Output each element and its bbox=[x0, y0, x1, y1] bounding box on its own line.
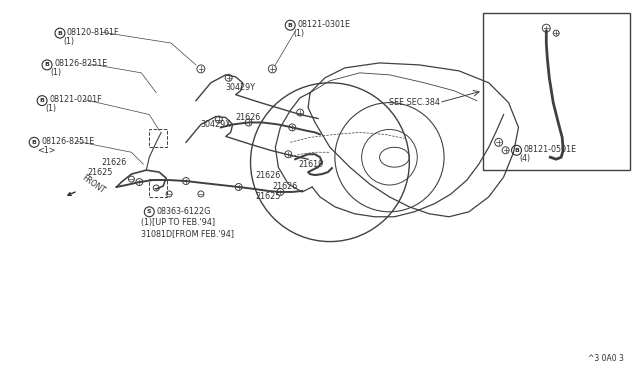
Bar bbox=[483, 13, 630, 170]
Text: 21625: 21625 bbox=[88, 168, 113, 177]
Text: 21626: 21626 bbox=[102, 158, 127, 167]
Text: B: B bbox=[32, 140, 36, 145]
Text: B: B bbox=[45, 62, 49, 67]
Bar bbox=[149, 129, 167, 147]
Bar bbox=[149, 179, 167, 197]
Text: 21626: 21626 bbox=[255, 171, 281, 180]
Text: 21625: 21625 bbox=[255, 192, 281, 201]
Text: FRONT: FRONT bbox=[68, 173, 107, 195]
Text: 30429X: 30429X bbox=[201, 120, 232, 129]
Text: S: S bbox=[147, 209, 152, 214]
Text: 30429Y: 30429Y bbox=[226, 83, 256, 92]
Text: 08363-6122G: 08363-6122G bbox=[156, 207, 211, 216]
Text: (1): (1) bbox=[45, 104, 56, 113]
Text: (1): (1) bbox=[50, 68, 61, 77]
Text: ^3 0A0 3: ^3 0A0 3 bbox=[588, 354, 624, 363]
Text: (1): (1) bbox=[293, 29, 305, 38]
Text: (4): (4) bbox=[520, 154, 531, 163]
Text: 21619: 21619 bbox=[298, 160, 323, 169]
Text: B: B bbox=[58, 31, 62, 36]
Text: (1): (1) bbox=[63, 36, 74, 46]
Text: B: B bbox=[288, 23, 292, 28]
Text: 08121-0201F: 08121-0201F bbox=[49, 95, 102, 104]
Text: 21626: 21626 bbox=[273, 183, 298, 192]
Text: <1>: <1> bbox=[37, 146, 56, 155]
Text: 08121-0501E: 08121-0501E bbox=[524, 145, 577, 154]
Text: 08120-8161F: 08120-8161F bbox=[67, 28, 120, 37]
Text: SEE SEC.384: SEE SEC.384 bbox=[390, 98, 440, 107]
Text: 08121-0301E: 08121-0301E bbox=[297, 20, 350, 29]
Text: 31081D[FROM FEB.'94]: 31081D[FROM FEB.'94] bbox=[141, 229, 234, 238]
Text: 08126-8251E: 08126-8251E bbox=[54, 60, 108, 68]
Text: 08126-8251E: 08126-8251E bbox=[41, 137, 94, 146]
Text: B: B bbox=[40, 98, 45, 103]
Text: (1)[UP TO FEB.'94]: (1)[UP TO FEB.'94] bbox=[141, 218, 216, 227]
Text: 21626: 21626 bbox=[236, 113, 261, 122]
Text: B: B bbox=[514, 148, 519, 153]
